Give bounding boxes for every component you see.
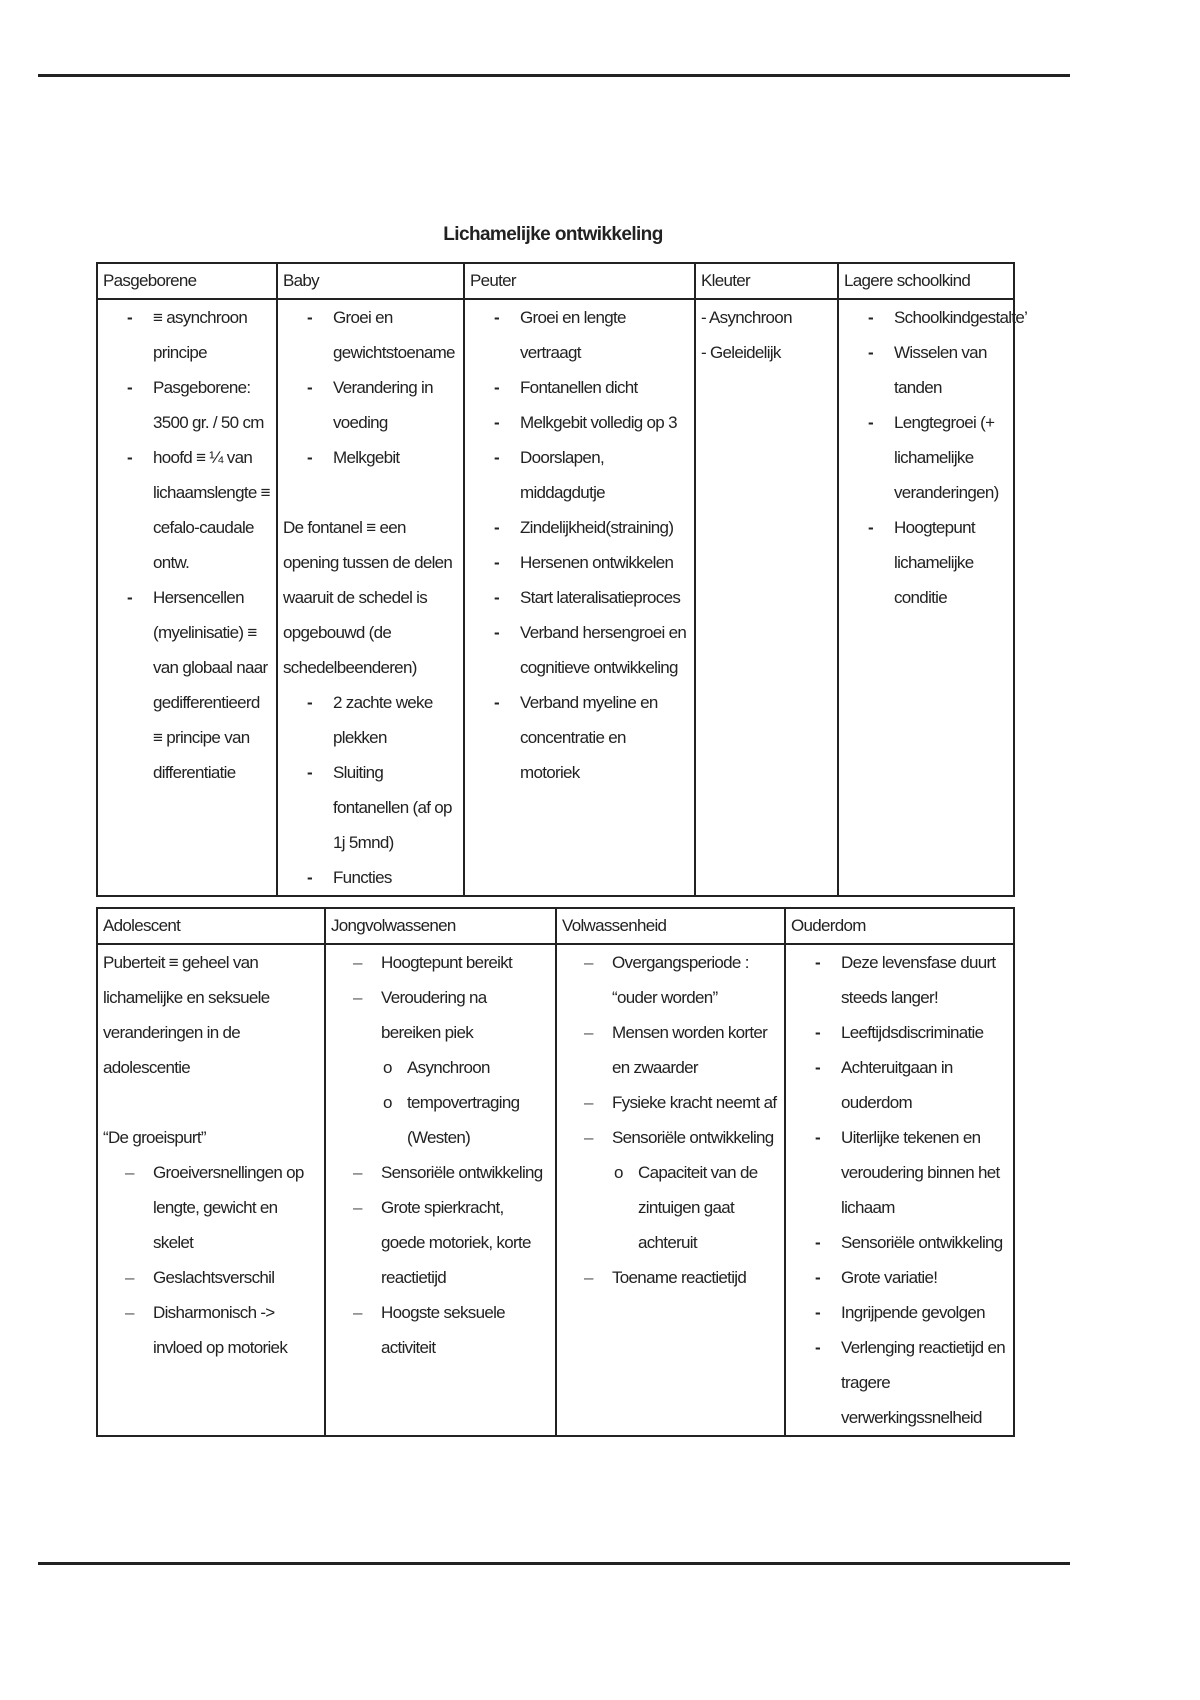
table-header-row: Pasgeborene Baby Peuter Kleuter Lagere schoo… — [96, 262, 1015, 300]
list-item: Zindelijkheid(straining) — [470, 510, 689, 545]
bullet-list: Schoolkindgestalte’Wisselen van tandenLe… — [844, 300, 1028, 615]
table-cell: Schoolkindgestalte’Wisselen van tandenLe… — [837, 298, 1028, 897]
development-table-childhood: Pasgeborene Baby Peuter Kleuter Lagere schoo… — [96, 262, 1028, 897]
column-header: Jongvolwassenen — [324, 907, 557, 945]
table-row: ≡ asynchroon principePasgeborene: 3500 g… — [96, 298, 1028, 897]
spacer — [283, 475, 458, 510]
list-item: Achteruitgaan in ouderdom — [791, 1050, 1008, 1120]
list-item: Verlenging reactietijd en tragere verwer… — [791, 1330, 1008, 1435]
bullet-list: Asynchroontempovertraging (Westen) — [331, 1050, 550, 1155]
bullet-list: Hoogtepunt bereiktVeroudering na bereike… — [331, 945, 550, 1050]
list-item: Lengtegroei (+ lichamelijke veranderinge… — [844, 405, 1008, 510]
list-item: Toename reactietijd — [562, 1260, 779, 1295]
table-cell: Puberteit ≡ geheel van lichamelijke en s… — [96, 943, 326, 1437]
table-cell: Overgangsperiode : “ouder worden”Mensen … — [555, 943, 786, 1437]
table-header-row: Adolescent Jongvolwassenen Volwassenheid Ou… — [96, 907, 1015, 945]
table-cell: - Asynchroon - Geleidelijk — [694, 298, 839, 897]
cell-paragraph: - Geleidelijk — [701, 343, 781, 362]
bullet-list: Groei en lengte vertraagtFontanellen dic… — [470, 300, 689, 790]
list-item: Fontanellen dicht — [470, 370, 689, 405]
list-item: Sensoriële ontwikkeling — [331, 1155, 550, 1190]
list-item: Disharmonisch -> invloed op motoriek — [103, 1295, 319, 1365]
table-row: Puberteit ≡ geheel van lichamelijke en s… — [96, 943, 1015, 1437]
list-item: Doorslapen, middagdutje — [470, 440, 689, 510]
list-item: Uiterlijke tekenen en veroudering binnen… — [791, 1120, 1008, 1225]
list-item: Hoogtepunt bereikt — [331, 945, 550, 980]
column-header: Peuter — [463, 262, 696, 300]
list-item: Mensen worden korter en zwaarder — [562, 1015, 779, 1085]
list-item: Groei en lengte vertraagt — [470, 300, 689, 370]
bullet-list: ≡ asynchroon principePasgeborene: 3500 g… — [103, 300, 271, 790]
bullet-list: Toename reactietijd — [562, 1260, 779, 1295]
column-header: Adolescent — [96, 907, 326, 945]
list-item: Overgangsperiode : “ouder worden” — [562, 945, 779, 1015]
list-item: Ingrijpende gevolgen — [791, 1295, 1008, 1330]
list-item: Fysieke kracht neemt af — [562, 1085, 779, 1120]
column-header: Ouderdom — [784, 907, 1015, 945]
bullet-list: Deze levensfase duurt steeds langer!Leef… — [791, 945, 1008, 1435]
list-item: Verband hersengroei en cognitieve ontwik… — [470, 615, 689, 685]
bullet-list: Capaciteit van de zintuigen gaat achteru… — [562, 1155, 779, 1260]
list-item: Capaciteit van de zintuigen gaat achteru… — [562, 1155, 779, 1260]
column-header: Volwassenheid — [555, 907, 786, 945]
spacer — [103, 1085, 319, 1120]
list-item: Geslachtsverschil — [103, 1260, 319, 1295]
list-item: Melkgebit volledig op 3 — [470, 405, 689, 440]
table-cell: Deze levensfase duurt steeds langer!Leef… — [784, 943, 1015, 1437]
column-header: Kleuter — [694, 262, 839, 300]
table-cell: ≡ asynchroon principePasgeborene: 3500 g… — [96, 298, 278, 897]
table-cell: Groei en gewichtstoenameVerandering in v… — [276, 298, 465, 897]
list-item: Asynchroon — [331, 1050, 550, 1085]
list-item: Sluiting fontanellen (af op 1j 5mnd) — [283, 755, 458, 860]
list-item: Groeiversnellingen op lengte, gewicht en… — [103, 1155, 319, 1260]
list-item: Melkgebit — [283, 440, 458, 475]
column-header: Lagere schoolkind — [837, 262, 1015, 300]
bullet-list: Sensoriële ontwikkelingGrote spierkracht… — [331, 1155, 550, 1365]
list-item: Verband myeline en concentratie en motor… — [470, 685, 689, 790]
list-item: Leeftijdsdiscriminatie — [791, 1015, 1008, 1050]
list-item: Hersenen ontwikkelen — [470, 545, 689, 580]
table-cell: Groei en lengte vertraagtFontanellen dic… — [463, 298, 696, 897]
page-title: Lichamelijke ontwikkeling — [443, 224, 663, 245]
list-item: Wisselen van tanden — [844, 335, 1008, 405]
header-rule — [38, 74, 1070, 77]
list-item: Verandering in voeding — [283, 370, 458, 440]
list-item: tempovertraging (Westen) — [331, 1085, 550, 1155]
cell-paragraph: De fontanel ≡ een opening tussen de dele… — [283, 518, 453, 677]
column-header: Baby — [276, 262, 465, 300]
cell-paragraph: “De groeispurt” — [103, 1128, 207, 1147]
bullet-list: Groei en gewichtstoenameVerandering in v… — [283, 300, 458, 475]
development-table-adulthood: Adolescent Jongvolwassenen Volwassenheid Ou… — [96, 907, 1015, 1437]
list-item: Sensoriële ontwikkeling — [562, 1120, 779, 1155]
list-item: 2 zachte weke plekken — [283, 685, 458, 755]
list-item: Groei en gewichtstoename — [283, 300, 458, 370]
list-item: Start lateralisatieproces — [470, 580, 689, 615]
column-header: Pasgeborene — [96, 262, 278, 300]
list-item: Grote variatie! — [791, 1260, 1008, 1295]
cell-paragraph: - Asynchroon — [701, 308, 793, 327]
list-item: hoofd ≡ ¼ van lichaamslengte ≡ cefalo-ca… — [103, 440, 271, 580]
bullet-list: 2 zachte weke plekkenSluiting fontanelle… — [283, 685, 458, 895]
list-item: Grote spierkracht, goede motoriek, korte… — [331, 1190, 550, 1295]
list-item: Schoolkindgestalte’ — [844, 300, 1028, 335]
list-item: Veroudering na bereiken piek — [331, 980, 550, 1050]
footer-rule — [38, 1562, 1070, 1565]
bullet-list: Overgangsperiode : “ouder worden”Mensen … — [562, 945, 779, 1155]
cell-paragraph: Puberteit ≡ geheel van lichamelijke en s… — [103, 953, 270, 1077]
list-item: Deze levensfase duurt steeds langer! — [791, 945, 1008, 1015]
list-item: Sensoriële ontwikkeling — [791, 1225, 1008, 1260]
bullet-list: Groeiversnellingen op lengte, gewicht en… — [103, 1155, 319, 1365]
list-item: ≡ asynchroon principe — [103, 300, 271, 370]
list-item: Hoogste seksuele activiteit — [331, 1295, 550, 1365]
table-cell: Hoogtepunt bereiktVeroudering na bereike… — [324, 943, 557, 1437]
list-item: Pasgeborene: 3500 gr. / 50 cm — [103, 370, 271, 440]
list-item: Functies — [283, 860, 458, 895]
list-item: Hersencellen (myelinisatie) ≡ van globaa… — [103, 580, 271, 790]
list-item: Hoogtepunt lichamelijke conditie — [844, 510, 1008, 615]
